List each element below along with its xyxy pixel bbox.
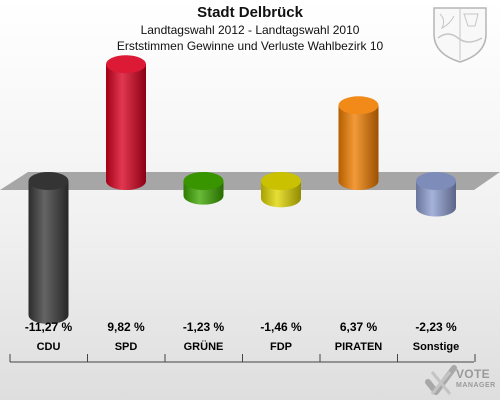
category-labels-group: CDU SPD GRÜNE FDP PIRATEN Sonstige (37, 340, 460, 353)
value-label-spd: 9,82 % (107, 320, 145, 334)
bar-sonstige (416, 181, 457, 217)
value-label-fdp: -1,46 % (260, 320, 302, 334)
chart-title: Stadt Delbrück (197, 4, 303, 21)
vote-manager-logo-subtext: MANAGER (456, 382, 496, 389)
bar-cdu (28, 181, 69, 324)
category-label-sonstige: Sonstige (413, 341, 459, 353)
bars-group (28, 55, 457, 324)
bar-cap-grüne (183, 172, 224, 190)
vote-manager-logo-text: VOTE (456, 367, 490, 381)
chart-subtitle-elections: Landtagswahl 2012 - Landtagswahl 2010 (140, 23, 360, 37)
bar-cap-cdu (28, 172, 69, 190)
bar-cap-sonstige (416, 172, 456, 190)
category-label-fdp: FDP (270, 341, 292, 353)
bar-cap-fdp (261, 172, 301, 190)
coat-of-arms-icon (433, 7, 487, 63)
category-label-grüne: GRÜNE (184, 340, 224, 353)
category-label-spd: SPD (115, 341, 138, 353)
value-label-piraten: 6,37 % (340, 320, 378, 334)
category-label-cdu: CDU (37, 341, 61, 353)
vote-manager-check-icon (425, 365, 457, 395)
value-label-sonstige: -2,23 % (415, 320, 457, 334)
value-label-cdu: -11,27 % (25, 320, 73, 334)
bar-piraten (338, 105, 379, 190)
value-label-grüne: -1,23 % (183, 320, 225, 334)
bar-cap-piraten (338, 96, 379, 115)
bar-spd (106, 64, 146, 190)
chart-titles: Stadt Delbrück Landtagswahl 2012 - Landt… (0, 3, 500, 54)
bar-cap-spd (106, 55, 146, 74)
value-labels-group: -11,27 % 9,82 % -1,23 % -1,46 % 6,37 % -2,23 … (25, 320, 457, 334)
category-ticks-group (9, 354, 476, 362)
category-label-piraten: PIRATEN (335, 341, 383, 353)
chart-subtitle-detail: Erststimmen Gewinne und Verluste Wahlbez… (116, 39, 384, 53)
